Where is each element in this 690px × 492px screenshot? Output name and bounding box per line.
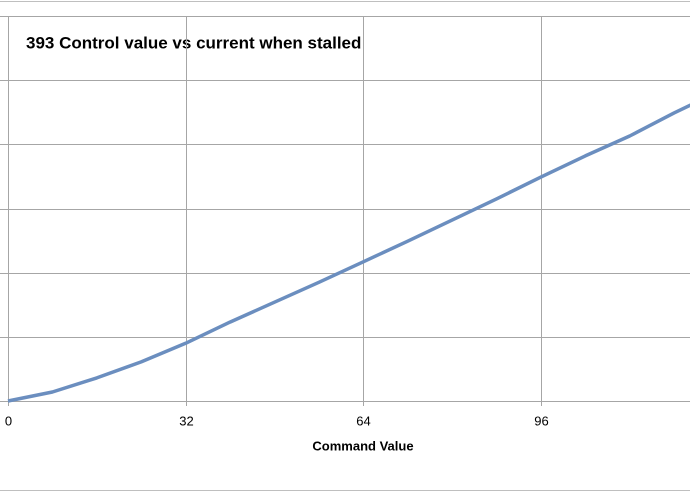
- x-tick-label: 96: [534, 413, 548, 428]
- x-axis-label: Command Value: [312, 438, 413, 453]
- x-tick-label: 64: [356, 413, 370, 428]
- chart-title: 393 Control value vs current when stalle…: [26, 33, 361, 52]
- data-line: [7, 103, 690, 403]
- x-tick-label: 32: [179, 413, 193, 428]
- x-tick-label: 0: [5, 413, 12, 428]
